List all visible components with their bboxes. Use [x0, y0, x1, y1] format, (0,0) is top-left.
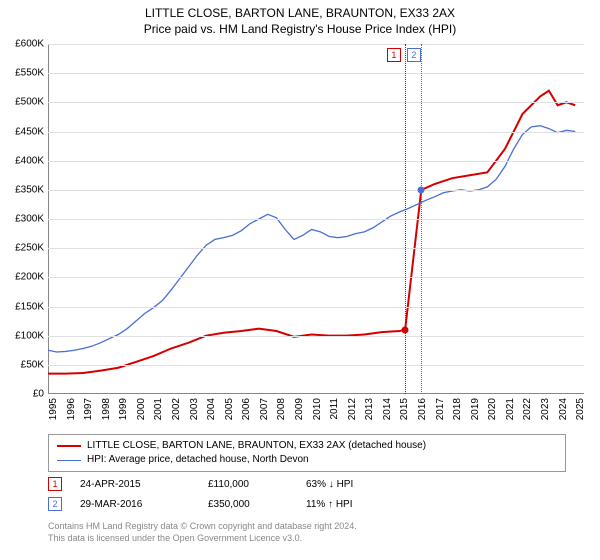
sale-point-2	[418, 186, 425, 193]
x-tick-label: 2018	[452, 398, 463, 420]
footer-line1: Contains HM Land Registry data © Crown c…	[48, 520, 584, 532]
gridline-h	[48, 248, 584, 249]
x-tick-label: 2008	[276, 398, 287, 420]
sale-row-2: 2 29-MAR-2016 £350,000 11% ↑ HPI	[48, 494, 584, 514]
x-tick-label: 2023	[540, 398, 551, 420]
gridline-h	[48, 161, 584, 162]
x-tick-label: 2000	[136, 398, 147, 420]
x-tick-label: 2009	[294, 398, 305, 420]
x-tick-label: 2006	[241, 398, 252, 420]
gridline-h	[48, 307, 584, 308]
x-tick-label: 2024	[558, 398, 569, 420]
gridline-h	[48, 44, 584, 45]
chart-container: LITTLE CLOSE, BARTON LANE, BRAUNTON, EX3…	[0, 0, 600, 560]
x-tick-label: 2012	[347, 398, 358, 420]
legend-label: LITTLE CLOSE, BARTON LANE, BRAUNTON, EX3…	[87, 439, 426, 453]
legend-row-hpi: HPI: Average price, detached house, Nort…	[57, 453, 557, 467]
x-tick-label: 1996	[66, 398, 77, 420]
y-tick-label: £600K	[0, 39, 44, 50]
title-block: LITTLE CLOSE, BARTON LANE, BRAUNTON, EX3…	[0, 0, 600, 36]
sale-date: 29-MAR-2016	[80, 499, 190, 510]
footer-line2: This data is licensed under the Open Gov…	[48, 532, 584, 544]
series-line-property	[48, 91, 575, 374]
sale-price: £350,000	[208, 499, 288, 510]
x-tick-label: 2003	[189, 398, 200, 420]
x-tick-label: 2001	[153, 398, 164, 420]
title-main: LITTLE CLOSE, BARTON LANE, BRAUNTON, EX3…	[0, 6, 600, 20]
sale-price: £110,000	[208, 479, 288, 490]
y-tick-label: £250K	[0, 243, 44, 254]
sale-diff: 11% ↑ HPI	[306, 499, 406, 510]
y-tick-label: £200K	[0, 272, 44, 283]
x-tick-label: 2002	[171, 398, 182, 420]
x-tick-label: 1998	[101, 398, 112, 420]
y-tick-label: £550K	[0, 68, 44, 79]
x-tick-label: 2025	[575, 398, 586, 420]
x-tick-label: 2015	[399, 398, 410, 420]
gridline-h	[48, 73, 584, 74]
title-sub: Price paid vs. HM Land Registry's House …	[0, 22, 600, 36]
sale-point-1	[401, 326, 408, 333]
gridline-h	[48, 336, 584, 337]
x-tick-label: 2014	[382, 398, 393, 420]
sale-date: 24-APR-2015	[80, 479, 190, 490]
y-tick-label: £300K	[0, 214, 44, 225]
y-tick-label: £450K	[0, 126, 44, 137]
gridline-h	[48, 277, 584, 278]
y-tick-label: £400K	[0, 155, 44, 166]
x-tick-label: 2016	[417, 398, 428, 420]
gridline-h	[48, 102, 584, 103]
x-tick-label: 1999	[118, 398, 129, 420]
x-tick-label: 2020	[487, 398, 498, 420]
sale-marker-box-1: 1	[387, 48, 401, 62]
x-tick-label: 2021	[505, 398, 516, 420]
y-tick-label: £500K	[0, 97, 44, 108]
x-tick-label: 1997	[83, 398, 94, 420]
legend: LITTLE CLOSE, BARTON LANE, BRAUNTON, EX3…	[48, 434, 584, 472]
x-tick-label: 1995	[48, 398, 59, 420]
legend-box: LITTLE CLOSE, BARTON LANE, BRAUNTON, EX3…	[48, 434, 566, 472]
x-tick-label: 2019	[470, 398, 481, 420]
x-tick-label: 2017	[435, 398, 446, 420]
gridline-h	[48, 132, 584, 133]
x-tick-label: 2005	[224, 398, 235, 420]
sale-vline-1	[405, 44, 406, 394]
gridline-h	[48, 190, 584, 191]
x-tick-label: 2022	[522, 398, 533, 420]
x-tick-label: 2013	[364, 398, 375, 420]
legend-label: HPI: Average price, detached house, Nort…	[87, 453, 309, 467]
footer: Contains HM Land Registry data © Crown c…	[48, 520, 584, 544]
y-tick-label: £0	[0, 389, 44, 400]
sale-row-1: 1 24-APR-2015 £110,000 63% ↓ HPI	[48, 474, 584, 494]
x-tick-label: 2007	[259, 398, 270, 420]
y-tick-label: £100K	[0, 330, 44, 341]
sale-row-marker: 1	[48, 477, 62, 491]
sales-block: 1 24-APR-2015 £110,000 63% ↓ HPI 2 29-MAR-201…	[48, 474, 584, 514]
x-tick-label: 2011	[329, 398, 340, 420]
sale-row-marker: 2	[48, 497, 62, 511]
x-tick-label: 2004	[206, 398, 217, 420]
legend-swatch	[57, 445, 81, 447]
y-tick-label: £350K	[0, 184, 44, 195]
chart-area: 12	[48, 44, 584, 394]
legend-swatch	[57, 460, 81, 461]
sale-marker-box-2: 2	[407, 48, 421, 62]
sale-diff: 63% ↓ HPI	[306, 479, 406, 490]
y-tick-label: £150K	[0, 301, 44, 312]
x-tick-label: 2010	[312, 398, 323, 420]
sale-vline-2	[421, 44, 422, 394]
gridline-h	[48, 365, 584, 366]
gridline-h	[48, 219, 584, 220]
y-tick-label: £50K	[0, 359, 44, 370]
legend-row-property: LITTLE CLOSE, BARTON LANE, BRAUNTON, EX3…	[57, 439, 557, 453]
